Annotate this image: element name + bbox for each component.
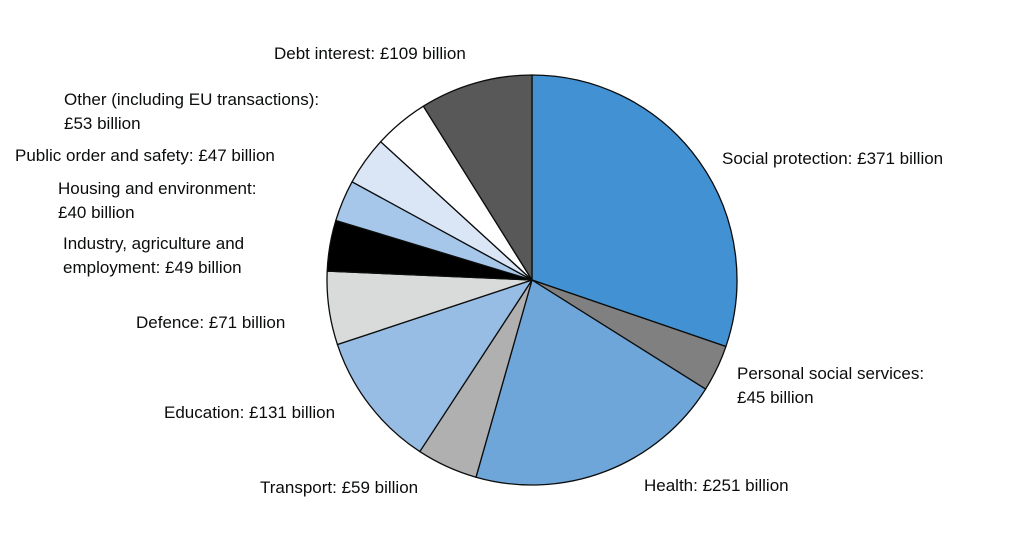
label-health: Health: £251 billion (644, 476, 789, 495)
label-industry-agriculture-employment: Industry, agriculture and employment: £4… (63, 234, 245, 277)
label-personal-social-services: Personal social services: £45 billion (737, 364, 925, 407)
label-transport: Transport: £59 billion (260, 478, 419, 497)
label-defence: Defence: £71 billion (136, 313, 286, 332)
pie-slice-education (336, 279, 533, 453)
label-other: Other (including EU transactions): £53 b… (64, 90, 320, 133)
label-social-protection: Social protection: £371 billion (722, 149, 944, 168)
pie-slice-social-protection (531, 74, 738, 348)
pie-slice-debt-interest (422, 74, 533, 281)
label-housing-environment: Housing and environment: £40 billion (58, 179, 257, 222)
label-education: Education: £131 billion (164, 403, 336, 422)
label-debt-interest: Debt interest: £109 billion (274, 44, 466, 63)
pie-slice-health (475, 279, 707, 486)
label-public-order-safety: Public order and safety: £47 billion (15, 146, 275, 165)
